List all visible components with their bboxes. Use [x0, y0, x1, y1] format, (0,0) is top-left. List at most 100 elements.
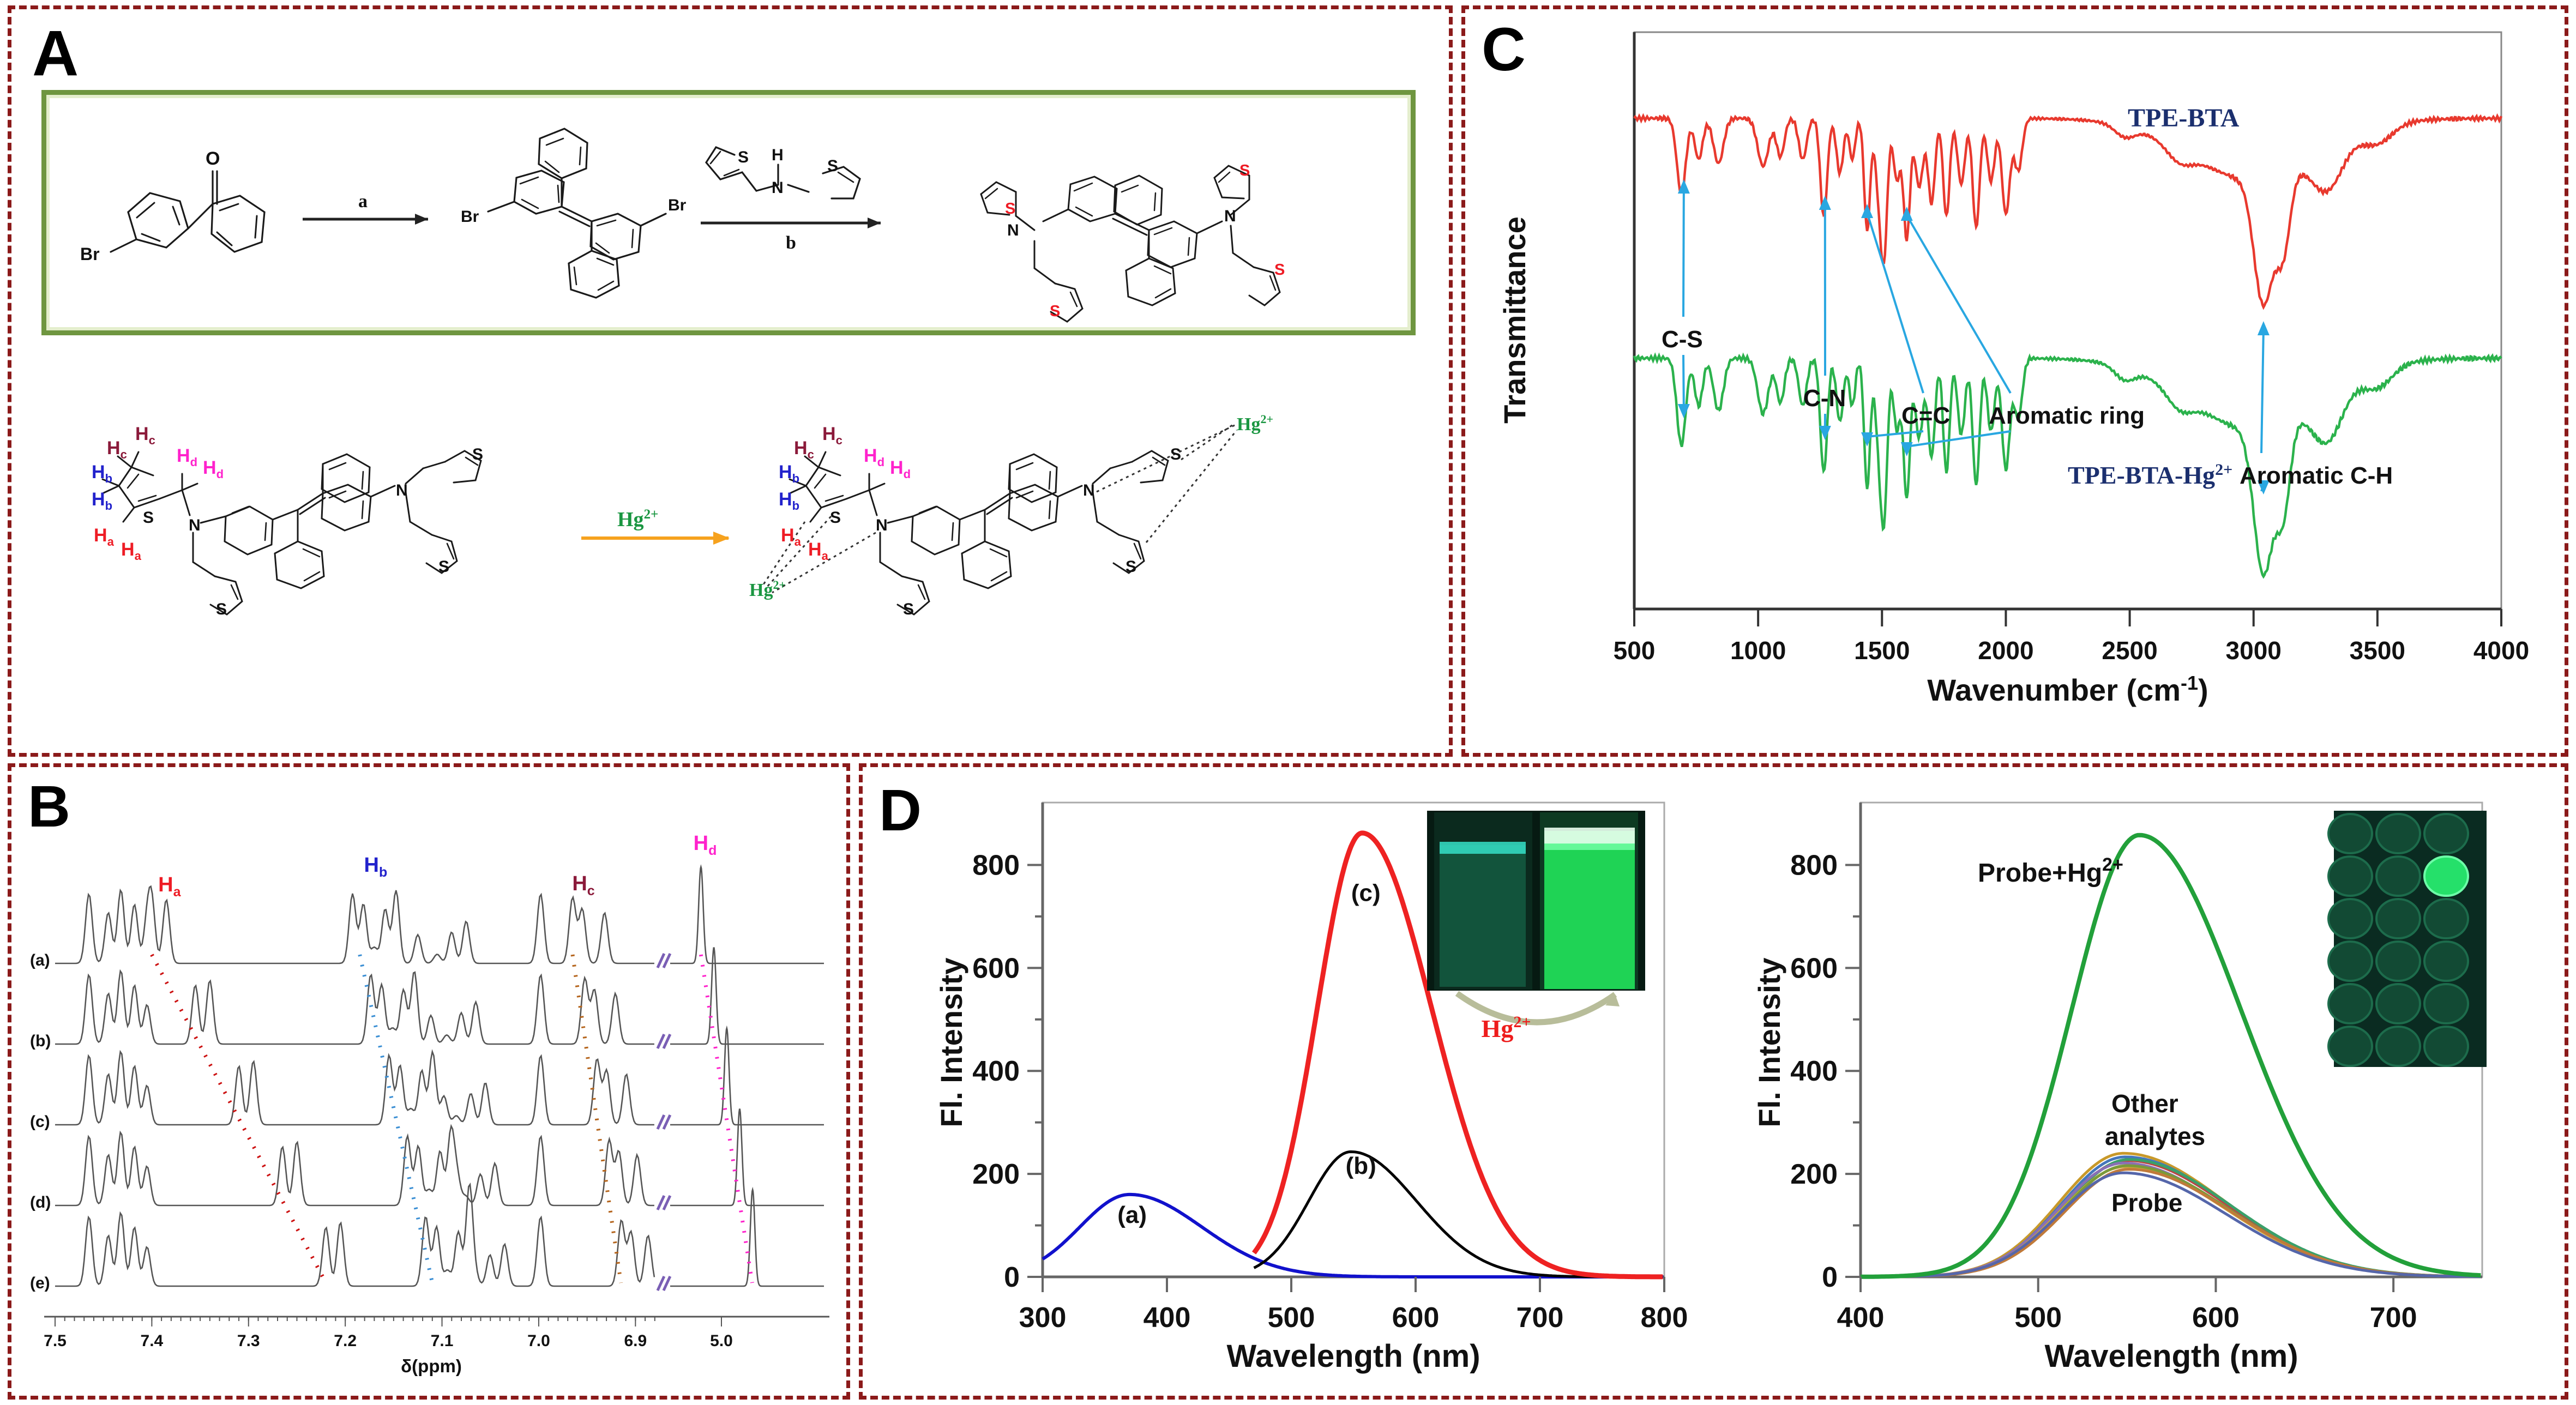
hg-label-left: Hg2+ — [749, 578, 786, 600]
label-Hc-4: Hc — [822, 424, 842, 447]
nmr-axis-break — [662, 952, 672, 969]
fluorescence-chart-right: 400 500 600 700 0 200 400 600 800 Wavelength (n… — [1752, 801, 2487, 1374]
ftir-label-tpe-bta: TPE-BTA — [2128, 104, 2240, 132]
ftir-x-tick-label: 1500 — [1854, 636, 1910, 665]
nmr-axis-break — [662, 1033, 672, 1050]
panel-d: D 300 400 500 600 700 800 0 200 400 600 800 Wavel… — [859, 763, 2568, 1400]
nmr-trace-label-0: (a) — [30, 951, 50, 969]
synthesis-scheme-svg: O Br a — [80, 128, 1285, 323]
fl-left-inset-arrowhead — [1605, 994, 1620, 1006]
label-Ha-3: Ha — [781, 525, 802, 548]
label-sulfur-product-1: S — [1005, 200, 1015, 218]
ftir-plot-frame — [1633, 31, 2502, 610]
nmr-axis-break — [656, 1195, 666, 1211]
fl-right-series-probe-hg — [1861, 833, 2481, 1279]
ftir-arrow-up-4 — [2260, 329, 2265, 454]
fl-left-inset-photo — [1427, 811, 1645, 991]
label-sulfur-top-right-probe: S — [472, 445, 483, 463]
fl-y-tick-label: 800 — [972, 849, 1020, 881]
label-nitrogen-left-probe: N — [189, 516, 201, 534]
nmr-axis-break — [656, 952, 666, 969]
fluorescence-chart-left: 300 400 500 600 700 800 0 200 400 600 800 Wavelen… — [934, 801, 1688, 1374]
hg-label-right: Hg2+ — [1237, 412, 1273, 435]
wellplate-well — [2375, 813, 2421, 854]
label-nitrogen-right-probe: N — [396, 481, 408, 499]
label-Hc-2: Hc — [135, 424, 155, 447]
nmr-x-tick-label: 7.0 — [527, 1332, 550, 1350]
label-Hd-4: Hd — [890, 457, 911, 481]
ftir-arrow-down-2 — [1867, 430, 1924, 438]
free-probe-structure — [101, 450, 482, 616]
label-Hb-2: Hb — [92, 489, 112, 512]
nmr-axis-break — [662, 1195, 672, 1211]
fl-right-series-other-8 — [1861, 1171, 2481, 1279]
fl-y-tick-label: 0 — [1822, 1262, 1838, 1293]
nmr-trace — [670, 1108, 824, 1207]
ftir-arrowhead-down-0 — [1677, 404, 1690, 418]
fl-x-tick-label: 800 — [1641, 1302, 1688, 1334]
nmr-x-tick-label: 6.9 — [624, 1332, 647, 1350]
fl-y-tick-label: 200 — [972, 1159, 1020, 1190]
nmr-trace — [670, 1186, 824, 1287]
nmr-trace — [55, 885, 654, 964]
nmr-trace-label-2: (c) — [30, 1113, 50, 1131]
ftir-arrowhead-down-4 — [2257, 480, 2270, 495]
wellplate-well — [2423, 898, 2469, 939]
tpe-bta-product-structure — [980, 165, 1281, 323]
label-Ha-4: Ha — [808, 539, 829, 563]
wellplate-well — [2375, 940, 2421, 982]
nmr-peak-label-Hc: Hc — [572, 872, 594, 899]
ftir-arrowhead-up-0 — [1677, 179, 1690, 194]
wellplate-well — [2327, 855, 2373, 897]
fl-left-curve-label-0: (a) — [1117, 1202, 1147, 1228]
label-sulfur-left-probe: S — [143, 509, 154, 527]
label-bromine-3: Br — [668, 196, 687, 214]
fl-left-inset-label: Hg2+ — [1482, 1013, 1531, 1042]
wellplate-well — [2423, 940, 2469, 982]
fl-left-curve-label-2: (c) — [1351, 880, 1381, 907]
hg-complex-structure — [789, 450, 1169, 616]
ftir-arrow-up-2 — [1866, 212, 1924, 394]
wellplate-well — [2423, 983, 2469, 1024]
label-sulfur-reagent-left: S — [738, 148, 749, 166]
label-hydrogen-reagent: H — [772, 146, 784, 164]
panel-a: A — [8, 5, 1453, 757]
label-sulfur-bottom-probe: S — [216, 600, 227, 618]
wellplate-well — [2327, 1026, 2373, 1067]
amine-reagent-structure — [705, 146, 861, 200]
ftir-x-tick-label: 2000 — [1978, 636, 2033, 665]
wellplate-well — [2327, 898, 2373, 939]
fl-left-y-axis-label: Fl. Intensity — [934, 957, 968, 1127]
nmr-axis-break — [656, 1114, 666, 1130]
ftir-label-tpe-bta-hg: TPE-BTA-Hg2+ — [2068, 461, 2232, 489]
nmr-axis-break — [662, 1275, 672, 1292]
tpe-dibromide-structure — [487, 128, 667, 299]
label-sulfur-reagent-right: S — [827, 157, 838, 175]
ftir-annotation-4: Aromatic C-H — [2240, 462, 2393, 489]
wellplate-well — [2327, 813, 2373, 854]
fl-x-tick-label: 600 — [1392, 1302, 1440, 1334]
label-Hc-3: Hc — [794, 438, 814, 461]
panel-b-letter: B — [28, 773, 70, 839]
nmr-chart: 7.5 7.4 7.3 7.2 7.1 7.0 6.9 5.0 δ(ppm) (a) (b) (c… — [30, 832, 829, 1376]
synthesis-scheme-box: O Br a — [41, 90, 1416, 335]
condition-a-label: a — [358, 191, 368, 212]
ftir-x-tick-label: 3000 — [2226, 636, 2282, 665]
ftir-annotation-3: Aromatic ring — [1989, 402, 2145, 429]
ftir-arrowhead-up-3 — [1900, 207, 1913, 221]
hg-binding-scheme-svg: S N S N S S Hb Hb Hc Hc Ha Ha Hd Hd Hg2 — [92, 412, 1273, 618]
ftir-arrowhead-up-2 — [1861, 204, 1874, 218]
label-nitrogen-reagent: N — [772, 179, 784, 197]
condition-b-label: b — [786, 233, 796, 253]
nmr-x-tick-label: 7.2 — [334, 1332, 357, 1350]
fl-x-tick-label: 700 — [2370, 1302, 2417, 1334]
fl-left-curve-label-1: (b) — [1346, 1153, 1376, 1179]
label-sulfur-complex-4: S — [1126, 558, 1136, 576]
label-bromine-2: Br — [461, 208, 479, 226]
label-Hb-3: Hb — [779, 462, 799, 485]
ftir-x-axis-label: Wavenumber (cm-1) — [1927, 672, 2208, 707]
reaction-arrow-a — [303, 214, 428, 225]
nmr-trace — [670, 947, 824, 1045]
nmr-tracking-line-Ha — [150, 954, 328, 1284]
